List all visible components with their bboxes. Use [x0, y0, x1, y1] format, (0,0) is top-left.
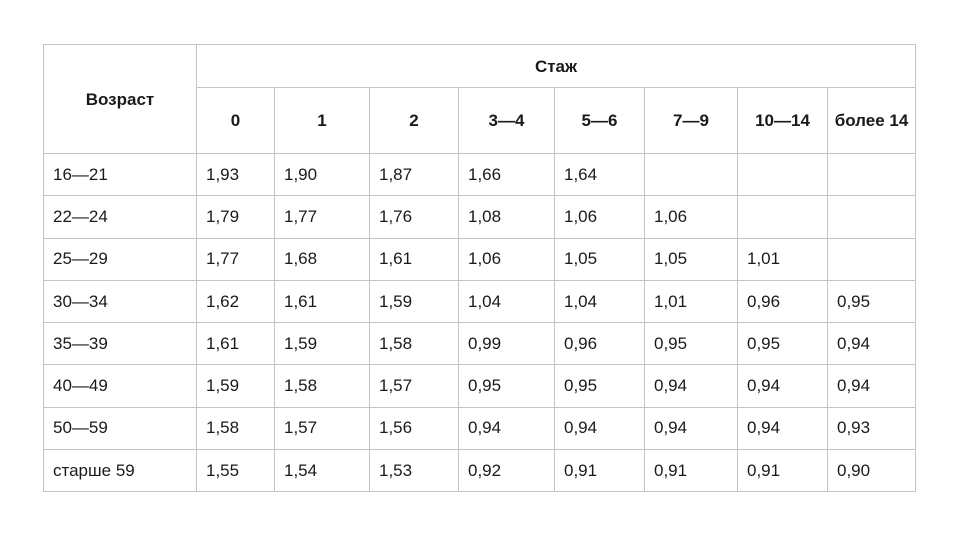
coefficient-cell: 0,90 [827, 449, 916, 493]
age-column-header: Возраст [43, 44, 197, 154]
coefficient-cell: 1,05 [554, 237, 645, 281]
table-row: 16—21 1,93 1,90 1,87 1,66 1,64 [43, 152, 916, 197]
coefficient-cell: 1,55 [196, 449, 275, 493]
coefficient-cell: 0,91 [554, 449, 645, 493]
coefficient-cell [827, 152, 916, 197]
coefficient-cell: 0,95 [737, 322, 828, 366]
coefficient-cell: 0,99 [458, 322, 555, 366]
coefficient-cell: 0,94 [827, 364, 916, 408]
coefficient-cell: 1,01 [644, 279, 738, 324]
coefficient-cell: 1,90 [274, 152, 370, 197]
coefficient-cell: 1,77 [274, 195, 370, 239]
age-cell: 30—34 [43, 279, 197, 324]
coefficient-cell: 0,91 [737, 449, 828, 493]
age-cell: 16—21 [43, 152, 197, 197]
coefficient-cell: 1,01 [737, 237, 828, 281]
coefficient-cell: 1,93 [196, 152, 275, 197]
coefficient-cell [737, 195, 828, 239]
coefficient-cell: 0,95 [458, 364, 555, 408]
table-row: 22—24 1,79 1,77 1,76 1,08 1,06 1,06 [43, 195, 916, 239]
age-cell: 22—24 [43, 195, 197, 239]
header-row-top: Возраст Стаж [43, 44, 916, 154]
experience-column-header: 5—6 [554, 87, 645, 154]
coefficient-cell: 1,59 [196, 364, 275, 408]
coefficient-cell: 1,76 [369, 195, 459, 239]
coefficient-cell: 1,54 [274, 449, 370, 493]
coefficient-cell: 0,94 [737, 364, 828, 408]
coefficient-cell [644, 152, 738, 197]
coefficient-cell: 0,95 [827, 279, 916, 324]
coefficient-cell [827, 195, 916, 239]
table-row: 50—59 1,58 1,57 1,56 0,94 0,94 0,94 0,94 0,93 [43, 406, 916, 451]
coefficient-cell: 1,59 [369, 279, 459, 324]
experience-column-header: 7—9 [644, 87, 738, 154]
coefficient-cell: 0,93 [827, 406, 916, 451]
coefficient-cell: 1,06 [458, 237, 555, 281]
coefficient-cell: 1,62 [196, 279, 275, 324]
coefficient-cell: 1,53 [369, 449, 459, 493]
coefficient-cell: 0,94 [827, 322, 916, 366]
coefficient-cell: 1,04 [554, 279, 645, 324]
age-cell: 35—39 [43, 322, 197, 366]
table-row: 40—49 1,59 1,58 1,57 0,95 0,95 0,94 0,94 0,94 [43, 364, 916, 408]
coefficient-cell: 1,08 [458, 195, 555, 239]
coefficient-cell: 1,61 [274, 279, 370, 324]
header-row-experience: 0 1 2 3—4 5—6 7—9 10—14 более 14 [44, 87, 916, 154]
coefficient-cell: 0,94 [644, 364, 738, 408]
coefficient-cell: 0,92 [458, 449, 555, 493]
coefficient-cell: 1,77 [196, 237, 275, 281]
coefficient-cell: 0,96 [737, 279, 828, 324]
coefficient-cell [737, 152, 828, 197]
coefficient-cell: 1,58 [274, 364, 370, 408]
age-cell: 40—49 [43, 364, 197, 408]
experience-column-header: 3—4 [458, 87, 555, 154]
table-row: 25—29 1,77 1,68 1,61 1,06 1,05 1,05 1,01 [43, 237, 916, 281]
coefficient-cell: 0,94 [458, 406, 555, 451]
age-cell: 50—59 [43, 406, 197, 451]
experience-column-header: 0 [196, 87, 275, 154]
age-cell: старше 59 [43, 449, 197, 493]
coefficient-cell: 1,61 [369, 237, 459, 281]
coefficient-cell: 1,66 [458, 152, 555, 197]
coefficient-cell: 1,59 [274, 322, 370, 366]
coefficient-table: Возраст Стаж 0 1 2 3—4 5—6 7—9 10—14 более 14 1… [43, 44, 916, 493]
coefficient-cell: 1,57 [274, 406, 370, 451]
age-cell: 25—29 [43, 237, 197, 281]
coefficient-cell: 1,04 [458, 279, 555, 324]
experience-column-header: 10—14 [737, 87, 828, 154]
coefficient-cell: 0,96 [554, 322, 645, 366]
coefficient-cell: 1,79 [196, 195, 275, 239]
coefficient-cell: 0,94 [644, 406, 738, 451]
coefficient-cell: 0,95 [644, 322, 738, 366]
coefficient-cell: 1,06 [554, 195, 645, 239]
coefficient-cell: 1,58 [369, 322, 459, 366]
experience-column-header: 2 [369, 87, 459, 154]
coefficient-cell: 0,95 [554, 364, 645, 408]
experience-column-header: 1 [274, 87, 370, 154]
experience-column-header: более 14 [827, 87, 916, 154]
coefficient-cell: 1,87 [369, 152, 459, 197]
coefficient-cell: 1,61 [196, 322, 275, 366]
coefficient-cell: 0,94 [554, 406, 645, 451]
table-row: 35—39 1,61 1,59 1,58 0,99 0,96 0,95 0,95 0,94 [43, 322, 916, 366]
coefficient-cell: 1,06 [644, 195, 738, 239]
coefficient-cell [827, 237, 916, 281]
coefficient-cell: 1,64 [554, 152, 645, 197]
table-row: старше 59 1,55 1,54 1,53 0,92 0,91 0,91 0,91 0,9… [43, 449, 916, 493]
coefficient-cell: 1,68 [274, 237, 370, 281]
table-row: 30—34 1,62 1,61 1,59 1,04 1,04 1,01 0,96 0,95 [43, 279, 916, 324]
coefficient-cell: 0,94 [737, 406, 828, 451]
coefficient-cell: 0,91 [644, 449, 738, 493]
coefficient-cell: 1,57 [369, 364, 459, 408]
experience-group-header: Стаж [196, 44, 916, 88]
coefficient-cell: 1,05 [644, 237, 738, 281]
coefficient-cell: 1,58 [196, 406, 275, 451]
coefficient-cell: 1,56 [369, 406, 459, 451]
table-body: 16—21 1,93 1,90 1,87 1,66 1,64 22—24 1,79 1,77 1,… [43, 152, 916, 493]
